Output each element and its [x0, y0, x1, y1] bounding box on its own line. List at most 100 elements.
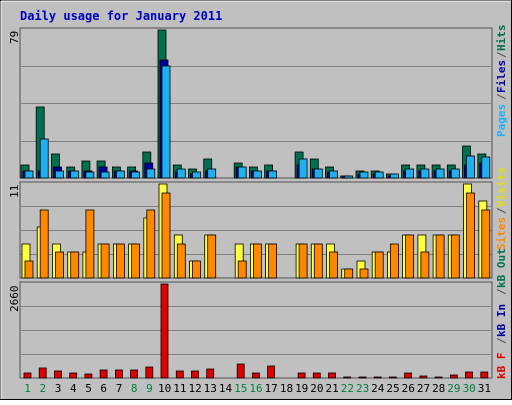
- bar-kb-f-day-5: [84, 373, 93, 379]
- chart-title: Daily usage for January 2011: [20, 9, 222, 23]
- bar-sites-day-15: [237, 260, 247, 279]
- bar-sites-day-19: [298, 243, 308, 279]
- bar-sites-day-1: [24, 260, 34, 279]
- legend-sep-2: /: [495, 207, 508, 214]
- bar-pages-day-11: [176, 168, 186, 179]
- day-label-27: 27: [417, 382, 430, 395]
- bar-kb-f-day-2: [38, 367, 47, 379]
- bar-kb-f-day-9: [145, 366, 154, 379]
- legend-kbout: kB Out: [495, 248, 508, 288]
- bar-kb-f-day-25: [388, 376, 397, 379]
- bar-sites-day-4: [70, 251, 80, 279]
- bar-pages-day-12: [192, 171, 201, 179]
- bar-pages-day-4: [70, 170, 80, 179]
- bar-sites-day-11: [176, 243, 186, 279]
- day-label-11: 11: [173, 382, 186, 395]
- panel-kbytes: 2660: [8, 281, 493, 379]
- bar-sites-day-26: [405, 234, 415, 279]
- day-label-8: 8: [131, 382, 138, 395]
- legend-kbin: kB In: [495, 304, 508, 337]
- bar-pages-day-27: [420, 168, 430, 179]
- day-label-26: 26: [402, 382, 415, 395]
- bar-sites-day-12: [192, 260, 201, 279]
- bar-kb-f-day-17: [267, 365, 276, 379]
- bar-kb-f-day-22: [343, 376, 352, 379]
- day-label-25: 25: [386, 382, 399, 395]
- bar-sites-day-21: [329, 251, 338, 279]
- bar-sites-day-24: [374, 251, 384, 279]
- bar-kb-f-day-31: [480, 371, 489, 379]
- day-label-12: 12: [188, 382, 201, 395]
- y-max-label: 2660: [8, 286, 21, 313]
- bar-kb-f-day-30: [465, 371, 473, 379]
- legend-sep-3a: /: [495, 337, 508, 344]
- bar-pages-day-6: [100, 171, 110, 179]
- day-label-15: 15: [234, 382, 247, 395]
- day-label-22: 22: [341, 382, 354, 395]
- legend-hits: Hits: [495, 25, 508, 52]
- bar-sites-day-8: [131, 243, 141, 279]
- bar-kb-f-day-6: [99, 369, 108, 379]
- bar-pages-day-31: [481, 156, 491, 179]
- bar-pages-day-10: [161, 65, 171, 179]
- day-label-13: 13: [204, 382, 217, 395]
- day-label-5: 5: [85, 382, 92, 395]
- bar-pages-day-2: [39, 138, 49, 179]
- legend-panel-3: kB F / kB In / kB Out: [495, 248, 508, 379]
- bar-kb-f-day-19: [297, 372, 306, 379]
- day-label-2: 2: [39, 382, 46, 395]
- bar-kb-f-day-15: [236, 363, 245, 379]
- day-label-28: 28: [432, 382, 445, 395]
- bar-kb-f-day-7: [115, 369, 123, 379]
- bar-pages-day-21: [329, 170, 338, 179]
- bar-kb-f-day-8: [130, 369, 139, 379]
- day-label-1: 1: [24, 382, 31, 395]
- bar-kb-f-day-27: [419, 375, 428, 379]
- bar-pages-day-24: [374, 171, 384, 179]
- legend-panel-2: Sites / Visits: [495, 167, 508, 250]
- day-label-20: 20: [310, 382, 323, 395]
- day-label-31: 31: [478, 382, 491, 395]
- day-labels: 1 2 3 4 5 6 7 8 9 10 11 12 13 14 15 16 17 18 19 20 21 22 23 24 2…: [24, 382, 491, 395]
- bar-pages-day-20: [313, 168, 323, 179]
- bar-kb-f-day-12: [191, 370, 199, 379]
- day-label-18: 18: [280, 382, 293, 395]
- bar-kb-f-day-20: [312, 372, 321, 379]
- bar-kb-f-day-13: [206, 368, 215, 379]
- day-label-9: 9: [146, 382, 153, 395]
- bar-pages-day-9: [146, 168, 156, 179]
- day-label-17: 17: [265, 382, 278, 395]
- bar-kb-f-day-28: [434, 376, 443, 379]
- bar-kb-f-day-23: [358, 376, 367, 379]
- bar-pages-day-30: [466, 155, 475, 179]
- bar-sites-day-28: [435, 234, 445, 279]
- day-label-29: 29: [447, 382, 460, 395]
- legend-sep-3b: /: [495, 288, 508, 295]
- bar-sites-day-31: [481, 209, 491, 279]
- bar-pages-day-29: [450, 168, 460, 179]
- y-max-label: 79: [8, 31, 21, 44]
- bar-pages-day-26: [405, 168, 415, 179]
- bar-sites-day-2: [39, 209, 49, 279]
- bar-kb-f-day-26: [404, 372, 413, 379]
- bar-sites-day-23: [359, 268, 369, 279]
- bar-kb-f-day-4: [69, 372, 78, 379]
- bar-sites-day-22: [344, 268, 354, 279]
- bar-sites-day-30: [466, 192, 475, 279]
- legend-sites: Sites: [495, 217, 508, 250]
- bar-sites-day-9: [146, 209, 156, 279]
- bar-sites-day-20: [313, 243, 323, 279]
- bar-sites-day-6: [100, 243, 110, 279]
- day-label-3: 3: [55, 382, 62, 395]
- legend-sep-1b: /: [495, 51, 508, 58]
- bar-pages-day-25: [389, 173, 399, 179]
- day-label-4: 4: [70, 382, 77, 395]
- bar-pages-day-16: [252, 170, 262, 179]
- day-label-10: 10: [158, 382, 171, 395]
- day-label-23: 23: [356, 382, 369, 395]
- bar-kb-f-day-24: [373, 376, 382, 379]
- day-label-16: 16: [249, 382, 262, 395]
- bar-pages-day-5: [85, 171, 95, 179]
- legend-pages: Pages: [495, 104, 508, 137]
- bar-pages-day-15: [237, 166, 247, 179]
